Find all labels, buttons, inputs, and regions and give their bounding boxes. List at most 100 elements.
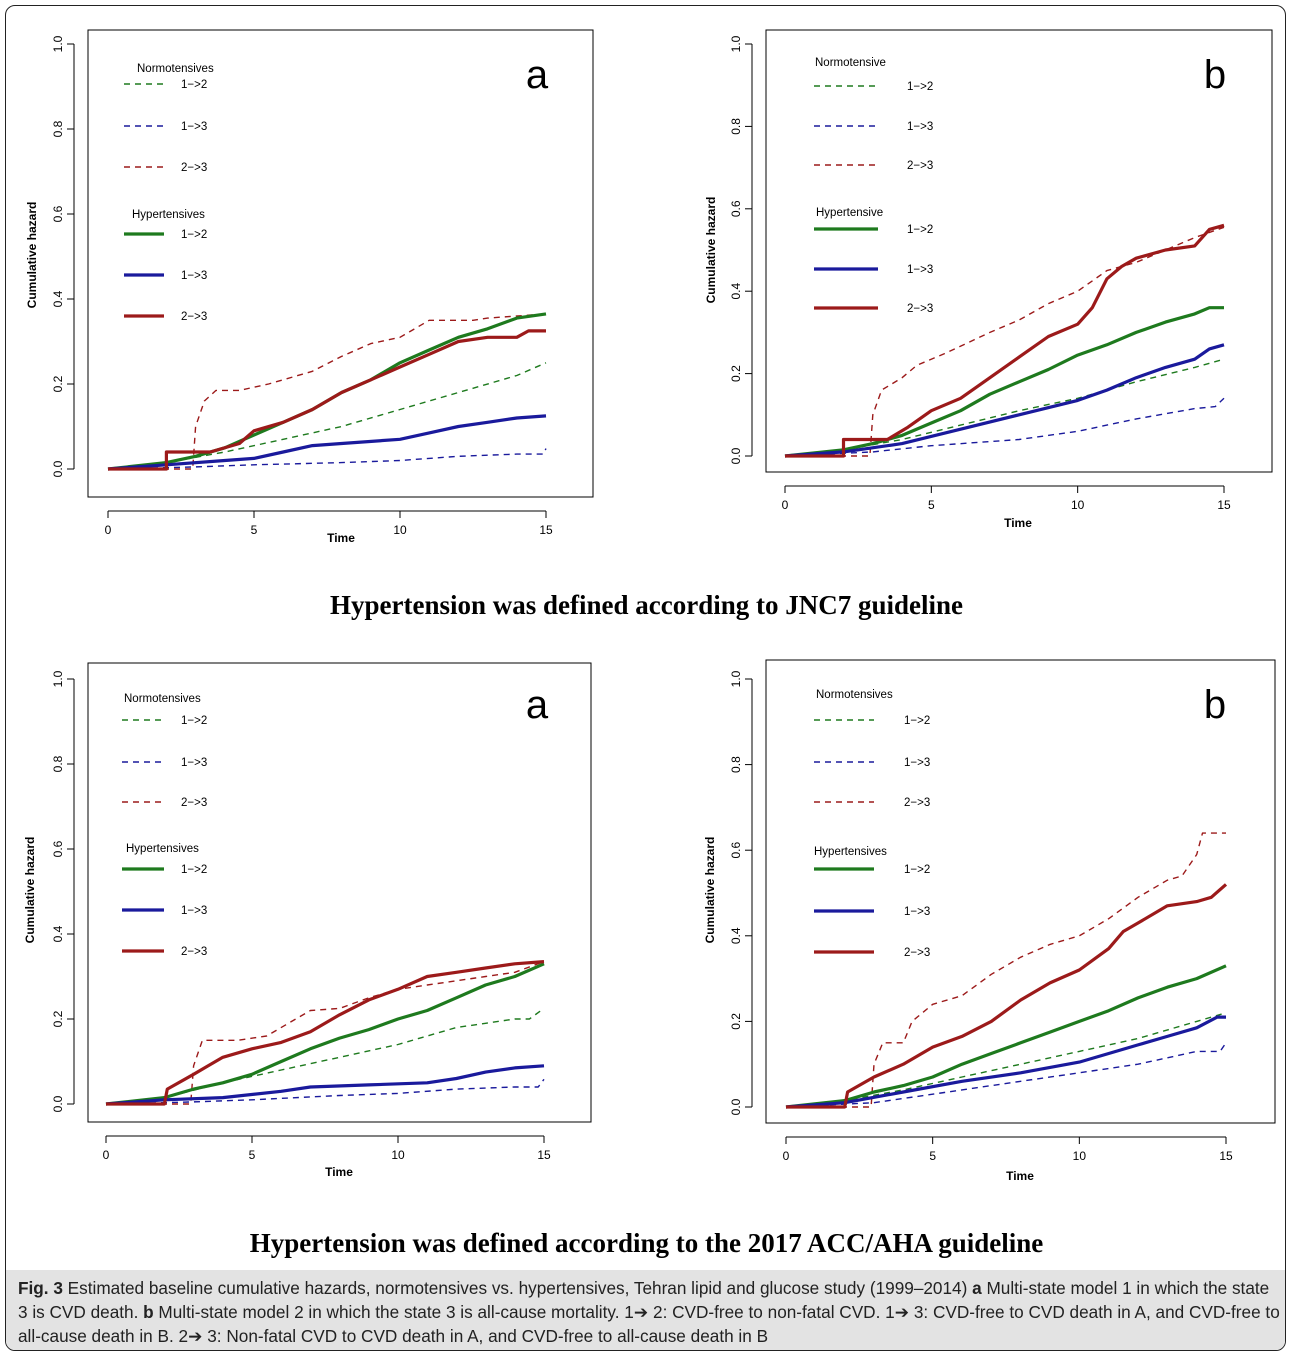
caption-b-label: b — [143, 1302, 154, 1322]
caption-text-3: Multi-state model 2 in which the state 3… — [18, 1302, 1280, 1346]
y-tick-label: 0.2 — [51, 375, 65, 392]
legend: Normotensives Hypertensives 1−>2 1−>2 1−>3 1−… — [814, 689, 930, 959]
series-line-hyper-green — [106, 964, 544, 1104]
legend-label-normo-3: 2−>3 — [181, 797, 207, 809]
legend-label-hyper-3: 2−>3 — [904, 947, 930, 959]
series-line-normo-red — [786, 833, 1226, 1107]
y-axis-label: Cumulative hazard — [703, 837, 717, 944]
legend-label-hyper-2: 1−>3 — [904, 906, 930, 918]
legend-title-normotensives: Normotensives — [816, 689, 893, 701]
caption-label: Fig. 3 — [18, 1278, 63, 1298]
figure-caption: Fig. 3 Estimated baseline cumulative haz… — [18, 1276, 1280, 1348]
y-tick-label: 0.6 — [51, 840, 65, 857]
x-tick-label: 10 — [1071, 498, 1085, 512]
legend-title-hypertensives: Hypertensives — [814, 846, 887, 858]
legend-label-hyper-2: 1−>3 — [181, 905, 207, 917]
legend-label-hyper-3: 2−>3 — [907, 303, 933, 315]
panel-letter: a — [526, 683, 549, 727]
legend-label-normo-2: 1−>3 — [181, 757, 207, 769]
x-axis-label: Time — [1006, 1169, 1034, 1183]
y-tick-label: 0.0 — [729, 447, 743, 464]
legend-label-normo-3: 2−>3 — [181, 162, 207, 174]
x-tick-label: 15 — [537, 1148, 551, 1162]
legend-label-normo-1: 1−>2 — [907, 81, 933, 93]
y-tick-label: 0.0 — [51, 460, 65, 477]
legend-label-normo-2: 1−>3 — [181, 121, 207, 133]
y-tick-label: 0.8 — [729, 118, 743, 135]
legend-label-normo-1: 1−>2 — [181, 715, 207, 727]
y-tick-label: 0.8 — [729, 756, 743, 773]
chart-panel-2: 0 5 10 15 Time 0.0 0.2 0.4 0.6 0.8 1.0 Cumulative h… — [704, 30, 1272, 530]
y-tick-label: 1.0 — [729, 670, 743, 687]
legend-label-normo-2: 1−>3 — [904, 757, 930, 769]
y-tick-label: 0.6 — [729, 842, 743, 859]
y-tick-label: 1.0 — [51, 35, 65, 52]
y-tick-label: 0.2 — [729, 1013, 743, 1030]
legend-label-normo-2: 1−>3 — [907, 121, 933, 133]
legend-title-hypertensives: Hypertensives — [126, 843, 199, 855]
caption-text-1: Estimated baseline cumulative hazards, n… — [63, 1278, 972, 1298]
series-line-hyper-red — [785, 225, 1224, 456]
series-line-hyper-blue — [786, 1017, 1226, 1107]
chart-panel-4: 0 5 10 15 Time 0.0 0.2 0.4 0.6 0.8 1.0 Cumulative h… — [703, 660, 1275, 1183]
x-tick-label: 15 — [1219, 1149, 1233, 1163]
chart-panel-3: 0 5 10 15 Time 0.0 0.2 0.4 0.6 0.8 1.0 Cumulative h… — [23, 663, 591, 1179]
x-axis-label: Time — [325, 1165, 353, 1179]
y-tick-label: 0.0 — [729, 1098, 743, 1115]
y-axis-label: Cumulative hazard — [25, 202, 39, 309]
y-axis-label: Cumulative hazard — [704, 197, 718, 304]
y-tick-label: 0.2 — [51, 1010, 65, 1027]
x-tick-label: 10 — [1073, 1149, 1087, 1163]
section-title-acc-aha: Hypertension was defined according to th… — [0, 1228, 1293, 1259]
series-line-normo-red — [106, 962, 544, 1104]
x-tick-label: 15 — [1217, 498, 1231, 512]
x-tick-label: 5 — [928, 498, 935, 512]
legend-label-hyper-1: 1−>2 — [907, 224, 933, 236]
legend-label-hyper-2: 1−>3 — [181, 270, 207, 282]
series-line-hyper-red — [106, 962, 544, 1104]
x-axis-label: Time — [1004, 516, 1032, 530]
y-tick-label: 0.6 — [729, 200, 743, 217]
x-tick-label: 5 — [251, 523, 258, 537]
legend-label-hyper-1: 1−>2 — [181, 864, 207, 876]
legend-label-normo-3: 2−>3 — [904, 797, 930, 809]
y-tick-label: 0.2 — [729, 365, 743, 382]
chart-panel-1: 0 5 10 15 Time 0.0 0.2 0.4 0.6 0.8 1.0 Cumulative h… — [25, 30, 593, 545]
series-line-hyper-green — [786, 966, 1226, 1107]
legend-title-normotensives: Normotensive — [815, 57, 886, 69]
panel-letter: a — [526, 53, 549, 97]
legend-label-hyper-3: 2−>3 — [181, 311, 207, 323]
legend-label-hyper-2: 1−>3 — [907, 264, 933, 276]
y-tick-label: 0.4 — [51, 925, 65, 942]
plot-frame — [766, 30, 1272, 472]
x-tick-label: 0 — [783, 1149, 790, 1163]
legend: Normotensives Hypertensives 1−>2 1−>2 1−>3 1−… — [122, 693, 207, 958]
legend-title-hypertensives: Hypertensives — [132, 209, 205, 221]
x-tick-label: 0 — [782, 498, 789, 512]
series-line-hyper-green — [785, 308, 1224, 456]
y-axis-label: Cumulative hazard — [23, 837, 37, 944]
legend-label-normo-1: 1−>2 — [181, 79, 207, 91]
section-title-jnc7: Hypertension was defined according to JN… — [0, 590, 1293, 621]
x-tick-label: 10 — [391, 1148, 405, 1162]
series-line-normo-red — [785, 227, 1224, 456]
y-tick-label: 0.0 — [51, 1095, 65, 1112]
x-tick-label: 0 — [103, 1148, 110, 1162]
legend: Normotensives Hypertensives 1−>2 1−>2 1−>3 1−… — [124, 63, 214, 323]
legend-label-normo-3: 2−>3 — [907, 160, 933, 172]
y-tick-label: 1.0 — [729, 35, 743, 52]
legend-label-hyper-3: 2−>3 — [181, 946, 207, 958]
x-tick-label: 0 — [105, 523, 112, 537]
legend: Normotensive Hypertensive 1−>2 1−>2 1−>3 1−>3… — [814, 57, 933, 315]
legend-title-hypertensives: Hypertensive — [816, 207, 883, 219]
legend-title-normotensives: Normotensives — [137, 63, 214, 75]
x-axis-label: Time — [327, 531, 355, 545]
y-tick-label: 0.6 — [51, 205, 65, 222]
series-line-hyper-red — [108, 331, 546, 469]
y-tick-label: 0.4 — [729, 927, 743, 944]
x-tick-label: 10 — [393, 523, 407, 537]
caption-a-label: a — [972, 1278, 982, 1298]
panel-letter: b — [1204, 53, 1226, 97]
legend-title-normotensives: Normotensives — [124, 693, 201, 705]
legend-label-normo-1: 1−>2 — [904, 715, 930, 727]
